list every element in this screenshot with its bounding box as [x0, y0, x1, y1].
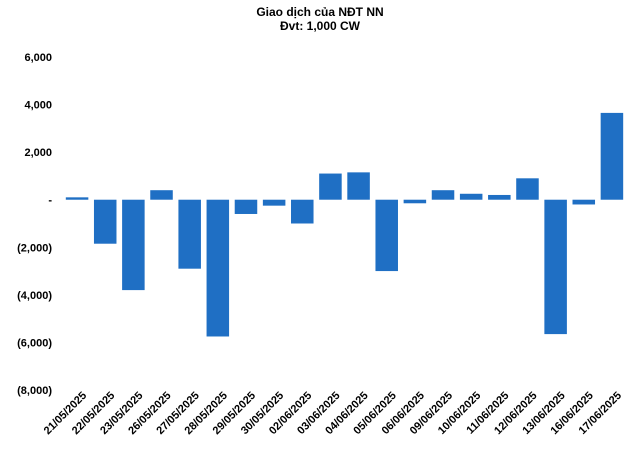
- bar: [122, 199, 145, 291]
- y-tick-label: (8,000): [17, 385, 52, 397]
- y-tick-label: 2,000: [24, 147, 52, 159]
- bar: [150, 190, 173, 200]
- y-tick-label: -: [48, 195, 52, 207]
- bar: [516, 178, 539, 200]
- bar: [262, 199, 286, 206]
- bar: [347, 172, 370, 200]
- y-tick-label: 6,000: [24, 52, 52, 64]
- chart-title: Giao dịch của NĐT NN: [256, 5, 384, 19]
- bar: [206, 199, 230, 337]
- bar: [375, 199, 398, 272]
- chart-subtitle: Đvt: 1,000 CW: [279, 19, 361, 33]
- bar: [291, 199, 314, 224]
- bar: [600, 112, 624, 200]
- bar: [488, 194, 511, 200]
- y-tick-label: (2,000): [17, 242, 52, 254]
- bar: [572, 199, 596, 205]
- bar: [459, 193, 483, 200]
- bar: [234, 199, 258, 214]
- bar: [319, 173, 342, 200]
- bar: [431, 190, 455, 200]
- y-tick-label: (6,000): [17, 337, 52, 349]
- y-tick-label: (4,000): [17, 290, 52, 302]
- bar: [403, 199, 427, 204]
- bar: [178, 199, 201, 269]
- bar: [93, 199, 117, 244]
- bar: [65, 197, 89, 200]
- y-tick-label: 4,000: [24, 100, 52, 112]
- bar: [544, 199, 567, 335]
